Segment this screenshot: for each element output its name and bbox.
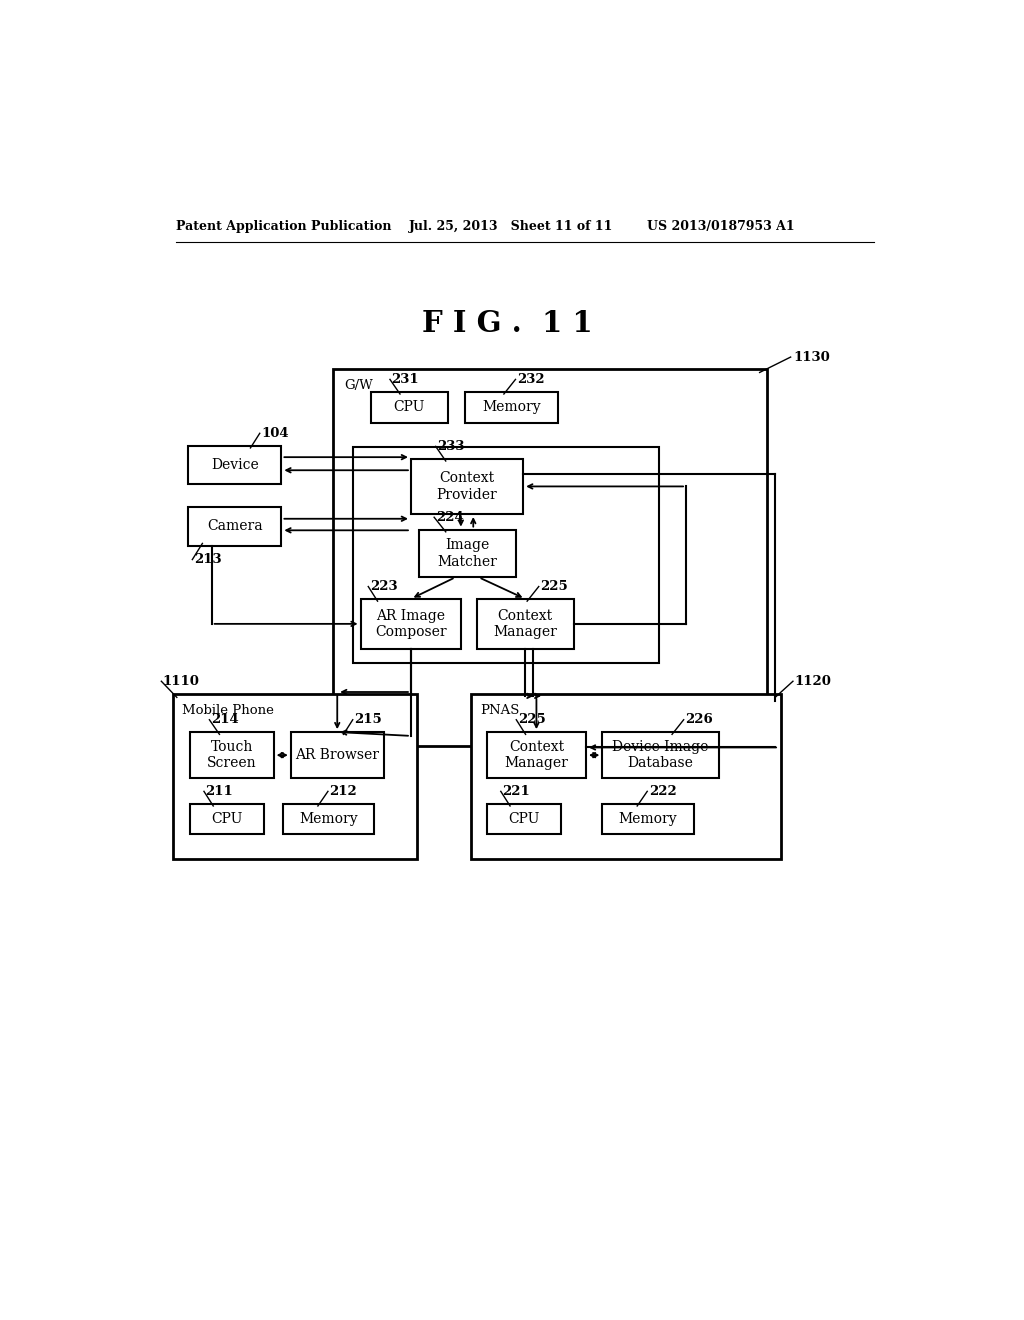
Text: PNAS: PNAS [480,704,520,717]
Bar [465,392,558,422]
Text: 1110: 1110 [163,675,200,688]
Bar [486,733,586,779]
Text: 222: 222 [649,785,677,797]
Text: 223: 223 [370,579,397,593]
Text: Image
Matcher: Image Matcher [437,539,497,569]
Text: Touch
Screen: Touch Screen [207,741,257,771]
Text: 225: 225 [518,713,546,726]
Bar [602,733,719,779]
Text: 214: 214 [211,713,239,726]
Text: 1130: 1130 [793,351,829,363]
Bar [371,392,449,422]
Text: 212: 212 [330,785,357,797]
Bar [352,447,658,663]
Text: 233: 233 [437,440,465,453]
Text: G/W: G/W [344,379,373,392]
Text: Memory: Memory [482,400,541,414]
Bar [602,804,693,834]
Bar [471,693,781,859]
Bar [188,446,282,484]
Bar [291,733,384,779]
Bar [334,368,767,746]
Text: AR Browser: AR Browser [295,748,379,762]
Text: Context
Provider: Context Provider [436,471,498,502]
Bar [190,733,273,779]
Text: 213: 213 [194,553,221,566]
Text: 231: 231 [391,372,419,385]
Bar [486,804,561,834]
Text: Device Image
Database: Device Image Database [612,741,709,771]
Text: 226: 226 [685,713,713,726]
Bar [173,693,417,859]
Bar [188,507,282,545]
Text: Memory: Memory [618,812,677,826]
Text: US 2013/0187953 A1: US 2013/0187953 A1 [647,219,795,232]
Text: Mobile Phone: Mobile Phone [182,704,274,717]
Text: 1120: 1120 [795,675,831,688]
Text: Memory: Memory [299,812,358,826]
Text: CPU: CPU [393,400,425,414]
Text: Device: Device [211,458,259,471]
Bar [283,804,375,834]
Text: 225: 225 [541,579,568,593]
Text: Jul. 25, 2013   Sheet 11 of 11: Jul. 25, 2013 Sheet 11 of 11 [410,219,613,232]
Text: Context
Manager: Context Manager [494,609,557,639]
Text: AR Image
Composer: AR Image Composer [375,609,446,639]
Text: 232: 232 [517,372,545,385]
Text: 104: 104 [261,426,289,440]
Text: CPU: CPU [508,812,540,826]
Bar [419,529,515,577]
Text: Camera: Camera [207,520,263,533]
Text: Patent Application Publication: Patent Application Publication [176,219,391,232]
Text: CPU: CPU [212,812,243,826]
Text: Context
Manager: Context Manager [505,741,568,771]
Bar [190,804,264,834]
Bar [360,599,461,649]
Text: 221: 221 [503,785,530,797]
Text: F I G .  1 1: F I G . 1 1 [423,309,593,338]
Text: 224: 224 [435,511,464,524]
Bar [411,459,523,515]
Text: 215: 215 [354,713,382,726]
Text: 211: 211 [206,785,233,797]
Bar [477,599,573,649]
